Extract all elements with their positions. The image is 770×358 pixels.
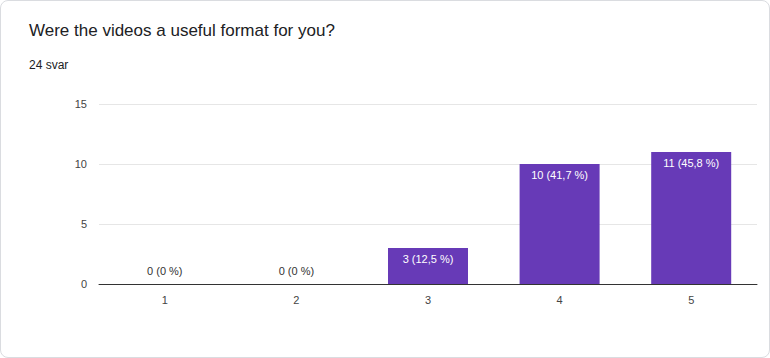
svg-text:5: 5 bbox=[688, 294, 694, 306]
svg-text:10 (41,7 %): 10 (41,7 %) bbox=[531, 169, 588, 181]
svg-text:Were the videos a useful forma: Were the videos a useful format for you? bbox=[29, 21, 335, 40]
svg-text:4: 4 bbox=[557, 294, 563, 306]
svg-text:10: 10 bbox=[75, 158, 87, 170]
svg-text:0 (0 %): 0 (0 %) bbox=[147, 265, 182, 277]
svg-text:11 (45,8 %): 11 (45,8 %) bbox=[663, 157, 719, 169]
svg-text:15: 15 bbox=[75, 98, 87, 110]
svg-text:2: 2 bbox=[293, 294, 299, 306]
svg-text:5: 5 bbox=[81, 218, 87, 230]
svg-text:1: 1 bbox=[162, 294, 168, 306]
svg-text:3: 3 bbox=[425, 294, 431, 306]
svg-text:24 svar: 24 svar bbox=[29, 58, 68, 72]
svg-text:3 (12,5 %): 3 (12,5 %) bbox=[403, 253, 454, 265]
svg-text:0 (0 %): 0 (0 %) bbox=[279, 265, 314, 277]
svg-text:0: 0 bbox=[81, 278, 87, 290]
